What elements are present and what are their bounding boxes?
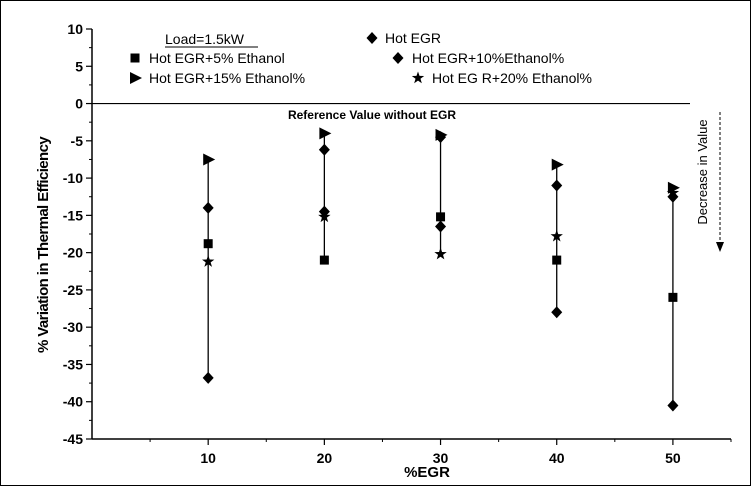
y-tick-label: -40 xyxy=(63,394,83,410)
reference-label: Reference Value without EGR xyxy=(288,108,456,122)
data-point-series-3 xyxy=(202,371,214,384)
y-tick-label: -35 xyxy=(63,356,83,372)
y-tick-label: 10 xyxy=(67,21,83,37)
data-point-series-3 xyxy=(551,179,563,192)
data-point-series-4 xyxy=(203,153,216,166)
y-tick-label: -15 xyxy=(63,207,83,223)
y-tick-label: 5 xyxy=(75,58,83,74)
x-tick-label: 30 xyxy=(433,450,449,466)
y-tick-label: -30 xyxy=(63,319,83,335)
data-point-series-3 xyxy=(667,190,679,203)
data-point-series-4 xyxy=(667,181,680,194)
legend-marker-series-2 xyxy=(130,53,140,63)
y-tick-label: -25 xyxy=(63,282,83,298)
load-label: Load=1.5kW xyxy=(165,31,245,47)
x-tick-label: 10 xyxy=(200,450,216,466)
data-point-series-2 xyxy=(552,255,562,265)
legend-marker-series-1 xyxy=(366,32,378,44)
data-point-series-1 xyxy=(202,201,214,214)
data-point-series-5 xyxy=(666,186,680,199)
legend-label-series-2: Hot EGR+5% Ethanol xyxy=(149,50,285,66)
data-point-series-2 xyxy=(668,292,678,302)
legend-label-series-5: Hot EG R+20% Ethanol% xyxy=(432,70,592,86)
data-points xyxy=(202,127,680,412)
legend: Hot EGR Hot EGR+5% Ethanol Hot EGR+10%Etha… xyxy=(130,30,592,86)
legend-marker-series-5 xyxy=(411,71,425,84)
legend-marker-series-4 xyxy=(130,72,142,84)
data-point-series-2 xyxy=(203,239,213,249)
data-point-series-1 xyxy=(667,399,679,412)
x-tick-label: 40 xyxy=(549,450,565,466)
data-point-series-4 xyxy=(435,128,448,141)
decrease-arrow-head xyxy=(716,242,724,252)
y-tick-label: -10 xyxy=(63,170,83,186)
y-tick-label: -45 xyxy=(63,431,83,447)
data-point-series-3 xyxy=(318,143,330,156)
data-point-series-5 xyxy=(550,229,563,242)
y-tick-label: -5 xyxy=(71,133,84,149)
decrease-label: Decrease in Value xyxy=(695,119,710,224)
legend-label-series-3: Hot EGR+10%Ethanol% xyxy=(412,50,564,66)
x-tick-label: 50 xyxy=(665,450,681,466)
data-point-series-5 xyxy=(318,210,331,223)
data-point-series-4 xyxy=(319,127,332,140)
x-axis-title: %EGR xyxy=(404,464,450,481)
legend-label-series-4: Hot EGR+15% Ethanol% xyxy=(149,70,305,86)
y-axis-title: % Variation in Thermal Efficiency xyxy=(35,136,52,353)
legend-label-series-1: Hot EGR xyxy=(385,30,441,46)
legend-marker-series-3 xyxy=(392,52,404,64)
x-tick-label: 20 xyxy=(317,450,333,466)
data-point-series-2 xyxy=(319,255,329,265)
y-tick-label: -20 xyxy=(63,245,83,261)
data-point-series-5 xyxy=(202,255,215,267)
data-point-series-1 xyxy=(435,220,447,233)
data-point-series-2 xyxy=(436,212,446,222)
range-lines xyxy=(207,133,674,406)
y-tick-label: 0 xyxy=(75,96,83,112)
data-point-series-4 xyxy=(551,158,564,171)
data-point-series-5 xyxy=(434,247,447,260)
data-point-series-1 xyxy=(551,306,563,319)
